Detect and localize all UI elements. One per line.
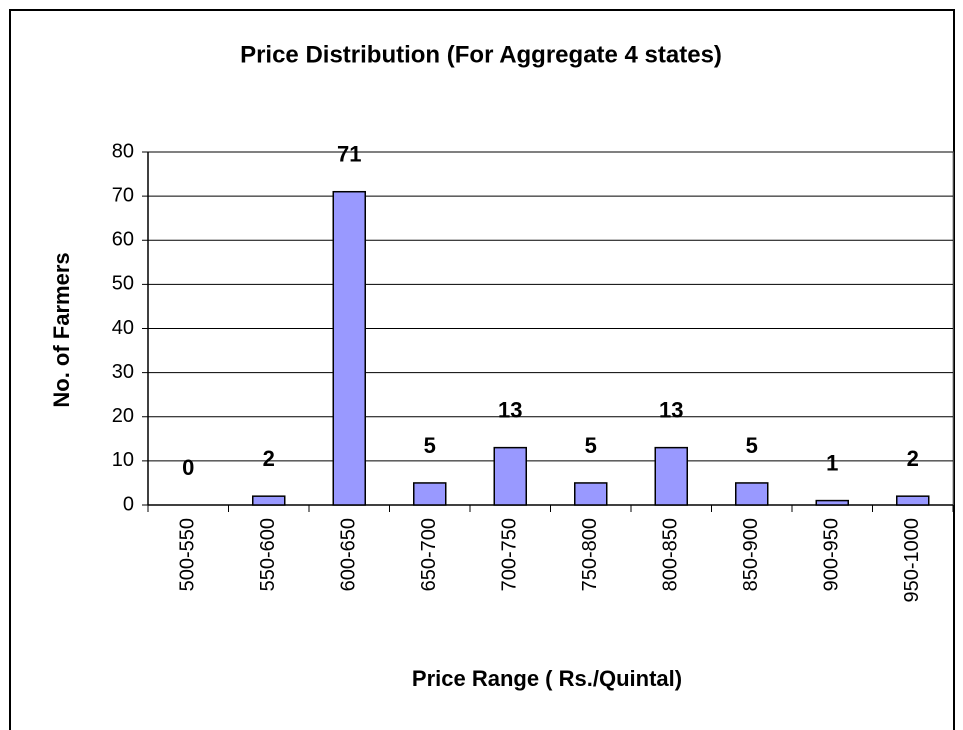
x-tick-label: 850-900 [740, 518, 762, 591]
bar [815, 499, 849, 506]
bar [413, 482, 447, 506]
bar [332, 190, 366, 506]
y-tick-label: 30 [112, 361, 134, 383]
x-tick-label: 800-850 [660, 518, 682, 591]
y-tick-label: 40 [112, 317, 134, 339]
x-axis-title: Price Range ( Rs./Quintal) [412, 666, 682, 691]
y-tick-label: 10 [112, 449, 134, 471]
data-label: 13 [498, 397, 522, 422]
x-tick-label: 500-550 [177, 518, 199, 591]
data-label: 1 [826, 450, 838, 475]
chart-title: Price Distribution (For Aggregate 4 stat… [240, 41, 722, 68]
chart-frame [9, 9, 955, 730]
y-tick-label: 80 [112, 140, 134, 162]
x-tick-label: 950-1000 [901, 518, 923, 603]
bar [896, 495, 930, 506]
y-tick-label: 20 [112, 405, 134, 427]
bar [493, 446, 527, 506]
y-tick-label: 60 [112, 229, 134, 251]
bar [574, 482, 608, 506]
data-label: 5 [746, 433, 758, 458]
bar [735, 482, 769, 506]
x-tick-label: 600-650 [338, 518, 360, 591]
x-tick-label: 650-700 [418, 518, 440, 591]
x-tick-label: 550-600 [257, 518, 279, 591]
bar [654, 446, 688, 506]
x-tick-label: 750-800 [579, 518, 601, 591]
y-axis-title: No. of Farmers [49, 252, 74, 407]
y-tick-label: 70 [112, 184, 134, 206]
data-label: 5 [424, 433, 436, 458]
data-label: 5 [585, 433, 597, 458]
data-label: 2 [263, 446, 275, 471]
data-label: 0 [182, 455, 194, 480]
data-label: 71 [337, 142, 361, 167]
x-tick-label: 900-950 [821, 518, 843, 591]
y-tick-label: 50 [112, 273, 134, 295]
data-label: 2 [907, 446, 919, 471]
x-tick-label: 700-750 [499, 518, 521, 591]
data-label: 13 [659, 397, 683, 422]
bar [252, 495, 286, 506]
y-tick-label: 0 [123, 493, 134, 515]
